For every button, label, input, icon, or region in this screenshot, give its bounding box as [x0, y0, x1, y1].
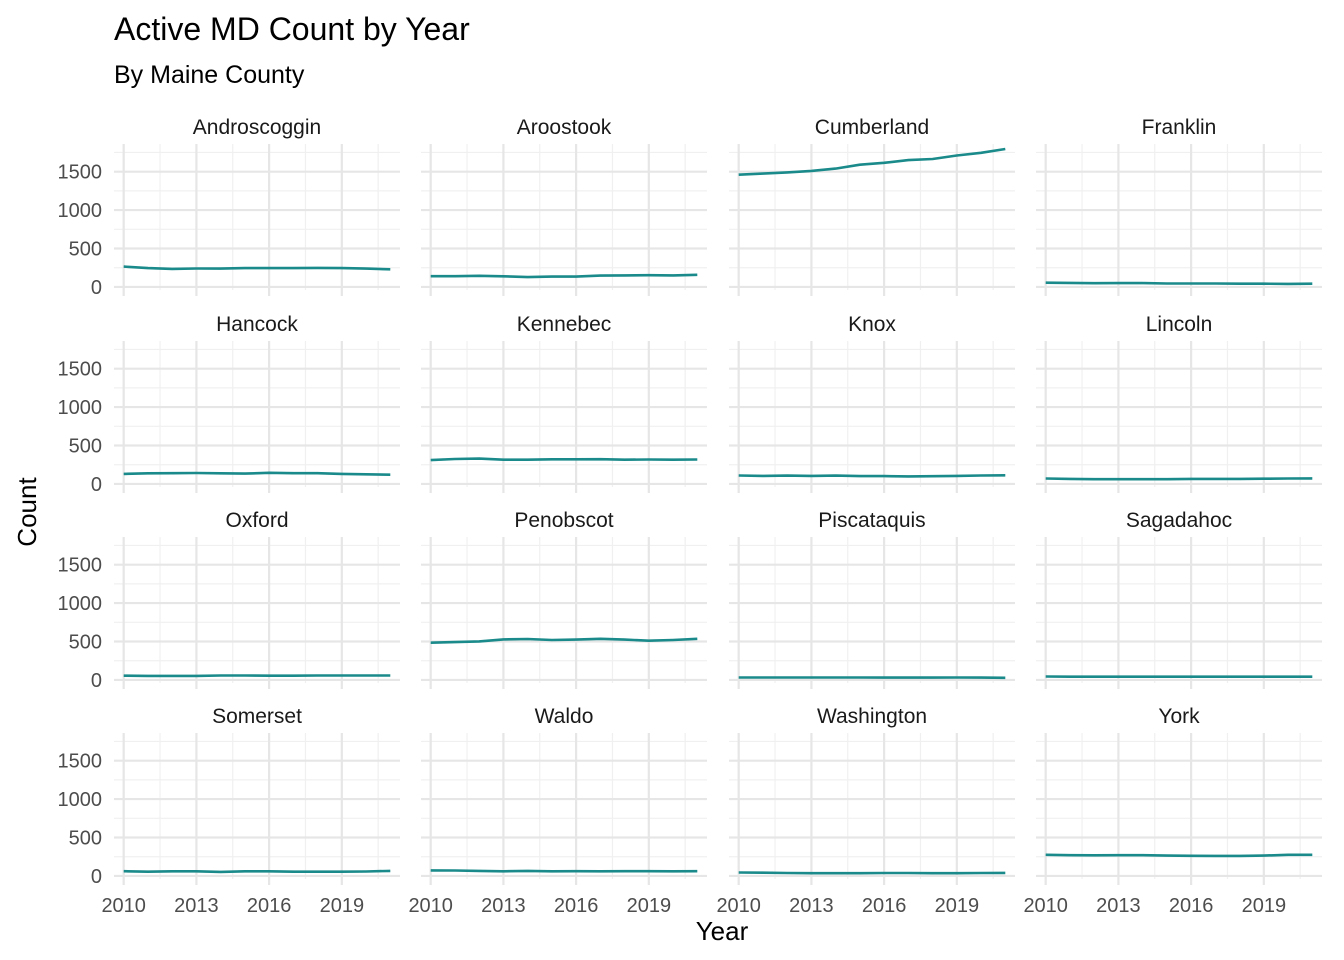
series-line-kennebec: [430, 457, 698, 462]
y-tick-label: 1000: [58, 789, 103, 811]
series-line-penobscot: [430, 637, 698, 644]
chart-subtitle: By Maine County: [114, 61, 305, 89]
panel-cumberland: Cumberland: [729, 116, 1015, 296]
x-tick-label: 2013: [1096, 895, 1141, 917]
x-tick-label: 2019: [627, 895, 672, 917]
series-line-cumberland: [738, 147, 1006, 176]
panel-kennebec: Kennebec: [421, 313, 707, 493]
series-line-somerset: [123, 869, 391, 874]
y-tick-label: 1500: [58, 359, 103, 381]
y-tick-label: 1500: [58, 751, 103, 773]
panel-hancock: Hancock 0 500 1000 1500: [58, 313, 400, 496]
series-line-aroostook: [430, 273, 698, 279]
panel-somerset: Somerset 0 500 1000 1500 2010 2013 2016 2019: [58, 705, 400, 917]
panel-strip-label: Waldo: [535, 705, 594, 728]
panel-washington: Washington 2010 2013 2016 2019: [716, 705, 1015, 917]
panel-knox: Knox: [729, 313, 1015, 493]
chart-title: Active MD Count by Year: [114, 11, 470, 47]
panel-strip-label: Oxford: [225, 509, 288, 532]
x-tick-label: 2010: [716, 895, 761, 917]
panel-oxford: Oxford 0 500 1000 1500: [58, 509, 400, 692]
y-tick-label: 0: [91, 277, 102, 299]
facet-panels: Androscoggin 0 500 1000 1500 Aroostook Cumberl…: [58, 116, 1322, 917]
x-tick-label: 2019: [935, 895, 980, 917]
x-tick-label: 2016: [247, 895, 292, 917]
y-tick-label: 500: [69, 828, 102, 850]
panel-aroostook: Aroostook: [421, 116, 707, 296]
panel-strip-label: Kennebec: [517, 313, 612, 336]
x-tick-label: 2019: [320, 895, 365, 917]
panel-strip-label: Aroostook: [517, 116, 612, 139]
panel-strip-label: Androscoggin: [193, 116, 321, 139]
panel-strip-label: Franklin: [1142, 116, 1217, 139]
series-line-york: [1045, 853, 1313, 858]
x-tick-label: 2010: [101, 895, 146, 917]
series-line-washington: [738, 871, 1006, 875]
panel-penobscot: Penobscot: [421, 509, 707, 689]
panel-strip-label: Hancock: [216, 313, 298, 336]
y-tick-label: 0: [91, 474, 102, 496]
series-line-androscoggin: [123, 265, 391, 271]
panel-york: York 2010 2013 2016 2019: [1023, 705, 1322, 917]
panel-waldo: Waldo 2010 2013 2016 2019: [408, 705, 707, 917]
x-tick-label: 2010: [408, 895, 453, 917]
panel-sagadahoc: Sagadahoc: [1036, 509, 1322, 689]
x-tick-label: 2016: [1169, 895, 1214, 917]
y-tick-label: 500: [69, 239, 102, 261]
x-tick-label: 2010: [1023, 895, 1068, 917]
y-tick-label: 1000: [58, 593, 103, 615]
y-axis-title: Count: [12, 477, 42, 547]
y-tick-label: 500: [69, 436, 102, 458]
series-line-waldo: [430, 869, 698, 873]
y-tick-label: 1500: [58, 162, 103, 184]
panel-strip-label: Knox: [848, 313, 896, 336]
series-line-franklin: [1045, 281, 1313, 286]
panel-strip-label: York: [1158, 705, 1200, 728]
panel-franklin: Franklin: [1036, 116, 1322, 296]
x-tick-label: 2019: [1242, 895, 1287, 917]
panel-strip-label: Penobscot: [514, 509, 613, 532]
y-tick-label: 0: [91, 670, 102, 692]
y-tick-label: 1000: [58, 397, 103, 419]
x-tick-label: 2013: [789, 895, 834, 917]
panel-piscataquis: Piscataquis: [729, 509, 1015, 689]
x-tick-label: 2013: [481, 895, 526, 917]
y-tick-label: 1000: [58, 200, 103, 222]
panel-strip-label: Lincoln: [1146, 313, 1213, 336]
series-line-hancock: [123, 471, 391, 476]
x-tick-label: 2016: [554, 895, 599, 917]
y-tick-label: 500: [69, 632, 102, 654]
panel-strip-label: Somerset: [212, 705, 302, 728]
x-tick-label: 2013: [174, 895, 219, 917]
panel-androscoggin: Androscoggin 0 500 1000 1500: [58, 116, 400, 299]
panel-lincoln: Lincoln: [1036, 313, 1322, 493]
panel-strip-label: Piscataquis: [818, 509, 925, 532]
x-axis-title: Year: [696, 916, 749, 946]
x-tick-label: 2016: [862, 895, 907, 917]
panel-strip-label: Washington: [817, 705, 927, 728]
y-tick-label: 0: [91, 866, 102, 888]
series-line-knox: [738, 474, 1006, 478]
panel-strip-label: Cumberland: [815, 116, 929, 139]
series-line-lincoln: [1045, 477, 1313, 481]
y-tick-label: 1500: [58, 555, 103, 577]
panel-strip-label: Sagadahoc: [1126, 509, 1232, 532]
